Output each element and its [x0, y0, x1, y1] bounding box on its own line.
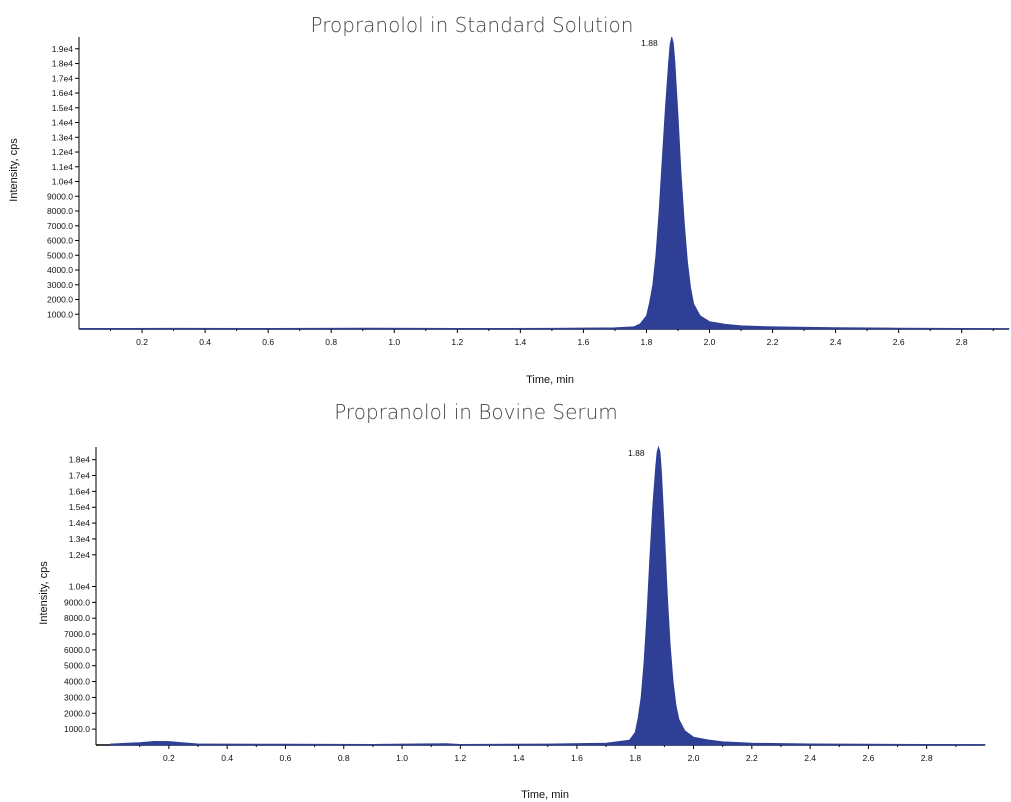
x-tick-label: 1.2: [454, 753, 466, 763]
y-tick-label: 1.8e4: [69, 455, 91, 465]
x-tick-label: 0.6: [262, 337, 274, 347]
chart-standard-solution: Propranolol in Standard Solution Time, m…: [8, 13, 1010, 386]
y-axis-label: Intensity, cps: [38, 561, 50, 625]
y-tick-label: 3000.0: [47, 280, 73, 290]
y-tick-label: 1.5e4: [69, 502, 91, 512]
x-tick-label: 0.8: [325, 337, 337, 347]
x-tick-label: 2.4: [804, 753, 816, 763]
x-tick-label: 1.4: [514, 337, 526, 347]
x-tick-label: 1.8: [629, 753, 641, 763]
y-tick-label: 1.9e4: [52, 44, 74, 54]
y-tick-label: 1.7e4: [52, 73, 74, 83]
chart-bovine-serum: Propranolol in Bovine Serum Time, min In…: [38, 400, 986, 801]
y-tick-label: 8000.0: [64, 613, 90, 623]
x-axis-label: Time, min: [521, 789, 569, 801]
chart-title: Propranolol in Bovine Serum: [334, 400, 618, 424]
x-tick-label: 2.8: [956, 337, 968, 347]
x-tick-label: 2.6: [893, 337, 905, 347]
y-tick-label: 4000.0: [47, 265, 73, 275]
y-tick-label: 1000.0: [64, 724, 90, 734]
x-axis-label: Time, min: [526, 374, 574, 386]
y-tick-label: 8000.0: [47, 206, 73, 216]
peak-label: 1.88: [628, 448, 645, 458]
y-tick-label: 1.1e4: [52, 162, 74, 172]
x-tick-label: 1.6: [577, 337, 589, 347]
y-tick-label: 4000.0: [64, 677, 90, 687]
x-tick-label: 0.6: [280, 753, 292, 763]
y-tick-label: 7000.0: [47, 221, 73, 231]
y-tick-label: 2000.0: [47, 295, 73, 305]
y-tick-label: 9000.0: [47, 191, 73, 201]
x-tick-label: 0.4: [199, 337, 211, 347]
y-tick-label: 1.6e4: [52, 88, 74, 98]
x-tick-label: 2.0: [688, 753, 700, 763]
y-axis-label: Intensity, cps: [8, 138, 20, 202]
y-tick-label: 1.2e4: [52, 147, 74, 157]
x-tick-label: 2.8: [921, 753, 933, 763]
y-tick-label: 1.8e4: [52, 59, 74, 69]
x-tick-label: 1.4: [513, 753, 525, 763]
x-tick-label: 0.2: [163, 753, 175, 763]
x-tick-label: 0.4: [221, 753, 233, 763]
y-tick-label: 2000.0: [64, 708, 90, 718]
y-tick-label: 1.4e4: [69, 518, 91, 528]
x-tick-label: 1.6: [571, 753, 583, 763]
y-tick-label: 9000.0: [64, 597, 90, 607]
x-tick-label: 1.2: [451, 337, 463, 347]
y-tick-label: 1.3e4: [69, 534, 91, 544]
y-tick-label: 1.0e4: [52, 177, 74, 187]
x-tick-label: 2.6: [862, 753, 874, 763]
y-tick-label: 5000.0: [64, 661, 90, 671]
peak-label: 1.88: [641, 38, 658, 48]
chart-title: Propranolol in Standard Solution: [311, 13, 634, 37]
chromatogram-trace: [110, 445, 986, 746]
y-tick-label: 1.2e4: [69, 550, 91, 560]
y-tick-label: 7000.0: [64, 629, 90, 639]
y-tick-label: 1.7e4: [69, 471, 91, 481]
x-tick-label: 2.2: [767, 337, 779, 347]
x-tick-label: 1.0: [388, 337, 400, 347]
y-tick-label: 6000.0: [47, 236, 73, 246]
x-tick-label: 2.0: [704, 337, 716, 347]
x-tick-label: 2.4: [830, 337, 842, 347]
y-tick-label: 3000.0: [64, 692, 90, 702]
chromatogram-trace: [78, 36, 1010, 330]
x-tick-label: 0.2: [136, 337, 148, 347]
y-tick-label: 6000.0: [64, 645, 90, 655]
x-tick-label: 1.0: [396, 753, 408, 763]
y-tick-label: 1.6e4: [69, 486, 91, 496]
x-tick-label: 2.2: [746, 753, 758, 763]
y-tick-label: 1.4e4: [52, 118, 74, 128]
y-tick-label: 1.5e4: [52, 103, 74, 113]
y-tick-label: 5000.0: [47, 250, 73, 260]
y-tick-label: 1.3e4: [52, 132, 74, 142]
x-tick-label: 1.8: [641, 337, 653, 347]
x-tick-label: 0.8: [338, 753, 350, 763]
y-tick-label: 1000.0: [47, 309, 73, 319]
y-tick-label: 1.0e4: [69, 581, 91, 591]
